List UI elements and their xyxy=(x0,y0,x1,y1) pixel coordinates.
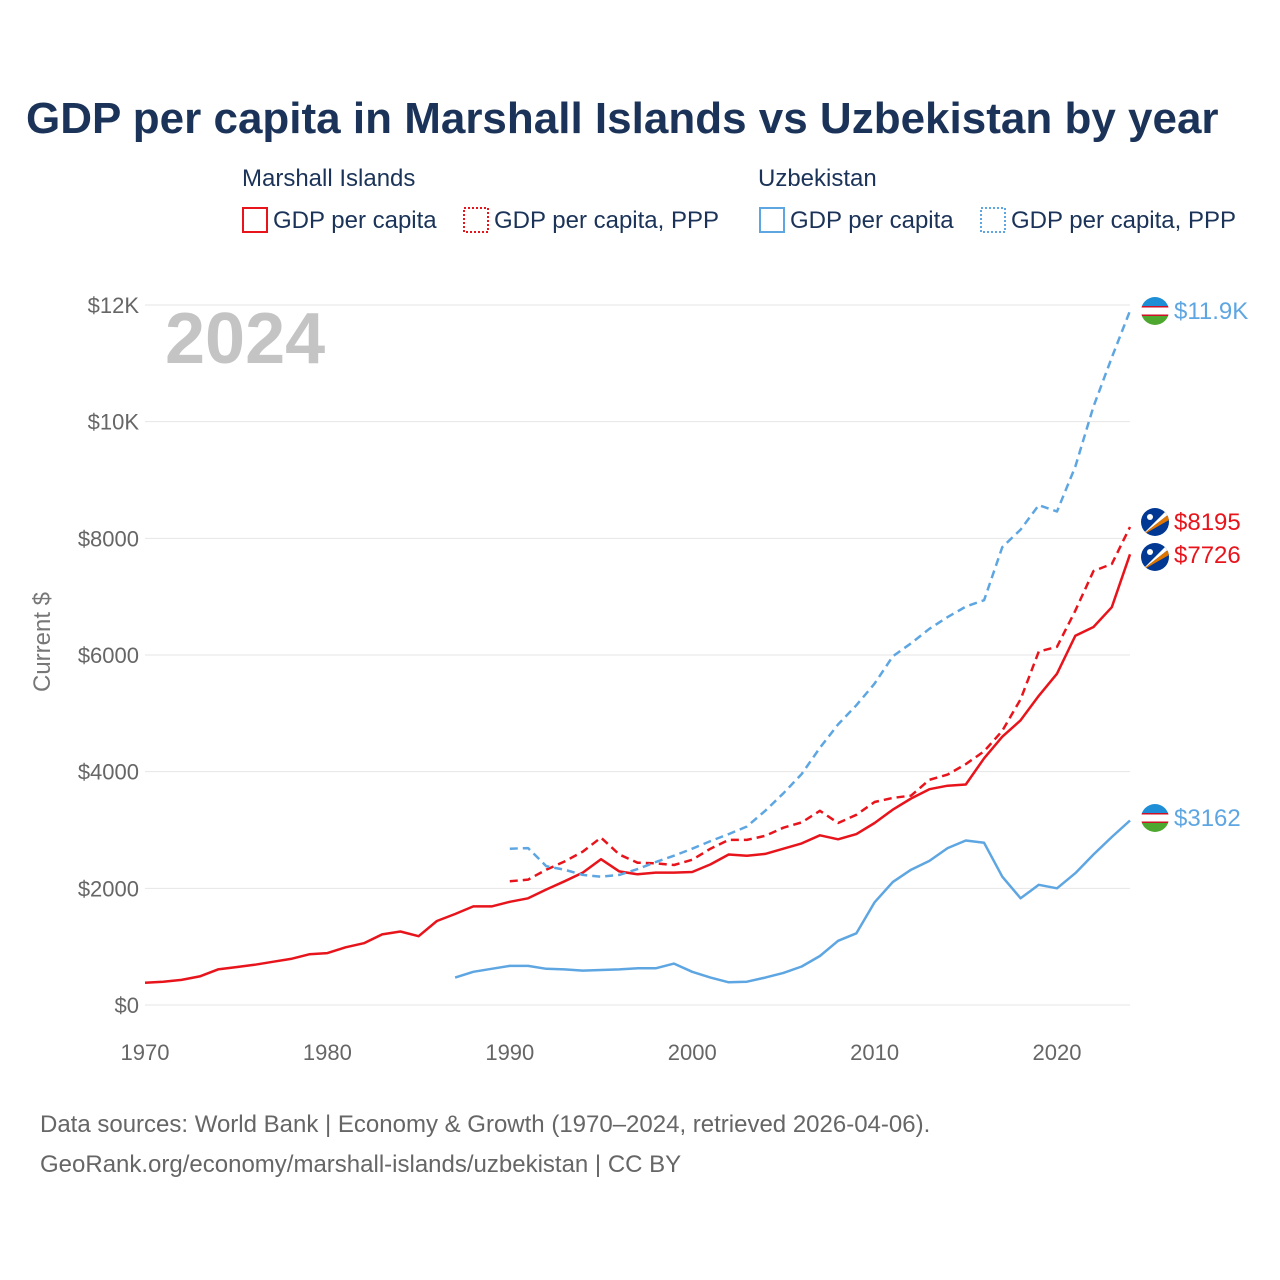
legend-group-marshall-islands: Marshall Islands xyxy=(242,165,415,192)
legend-item-marshall-ppp: GDP per capita, PPP xyxy=(494,207,719,234)
y-tick-label: $12K xyxy=(88,293,140,318)
source-line-2: GeoRank.org/economy/marshall-islands/uzb… xyxy=(40,1151,681,1178)
legend-swatch-marshall-gdp xyxy=(242,207,268,233)
series-lines xyxy=(144,310,1132,985)
y-tick-label: $10K xyxy=(88,410,140,435)
x-tick-label: 1980 xyxy=(303,1040,352,1065)
legend-item-uzbekistan-gdp: GDP per capita xyxy=(790,207,954,234)
y-gridlines xyxy=(145,304,1130,1006)
y-tick-label: $8000 xyxy=(78,526,139,551)
marshall-islands-flag-icon xyxy=(1141,508,1169,536)
legend-swatch-uzbekistan-gdp xyxy=(759,207,785,233)
y-tick-label: $0 xyxy=(115,993,139,1018)
source-line-1: Data sources: World Bank | Economy & Gro… xyxy=(40,1111,930,1138)
uzbekistan-flag-icon xyxy=(1141,804,1169,832)
y-axis-ticks: $0 $2000 $4000 $6000 $8000 $10K $12K xyxy=(78,293,140,1018)
legend-item-uzbekistan-ppp: GDP per capita, PPP xyxy=(1011,207,1236,234)
legend-group-uzbekistan: Uzbekistan xyxy=(758,165,877,192)
legend-swatch-marshall-ppp xyxy=(463,207,489,233)
end-label-uzbekistan-ppp: $11.9K xyxy=(1174,298,1248,325)
end-label-uzbekistan-gdp: $3162 xyxy=(1174,805,1241,832)
series-line-marshall-ppp-line xyxy=(509,526,1132,883)
series-line-marshall-gdp-line xyxy=(144,553,1132,985)
y-axis-label: Current $ xyxy=(29,592,56,692)
x-tick-label: 2010 xyxy=(850,1040,899,1065)
x-tick-label: 1970 xyxy=(121,1040,170,1065)
uzbekistan-flag-icon xyxy=(1141,297,1169,325)
legend-swatch-uzbekistan-ppp xyxy=(980,207,1006,233)
current-year-label: 2024 xyxy=(165,299,325,379)
y-tick-label: $6000 xyxy=(78,643,139,668)
y-tick-label: $2000 xyxy=(78,876,139,901)
legend-item-marshall-gdp: GDP per capita xyxy=(273,207,437,234)
x-tick-label: 2020 xyxy=(1033,1040,1082,1065)
series-line-uzbekistan-ppp-line xyxy=(509,310,1132,878)
marshall-islands-flag-icon xyxy=(1141,543,1169,571)
legend: Marshall Islands GDP per capita GDP per … xyxy=(242,165,1236,234)
x-tick-label: 2000 xyxy=(668,1040,717,1065)
x-tick-label: 1990 xyxy=(485,1040,534,1065)
chart-title: GDP per capita in Marshall Islands vs Uz… xyxy=(26,94,1219,143)
y-tick-label: $4000 xyxy=(78,760,139,785)
series-line-uzbekistan-gdp-line xyxy=(454,819,1131,984)
end-label-marshall-gdp: $7726 xyxy=(1174,542,1241,569)
end-label-marshall-ppp: $8195 xyxy=(1174,509,1241,536)
x-axis-ticks: 1970 1980 1990 2000 2010 2020 xyxy=(121,1040,1082,1065)
